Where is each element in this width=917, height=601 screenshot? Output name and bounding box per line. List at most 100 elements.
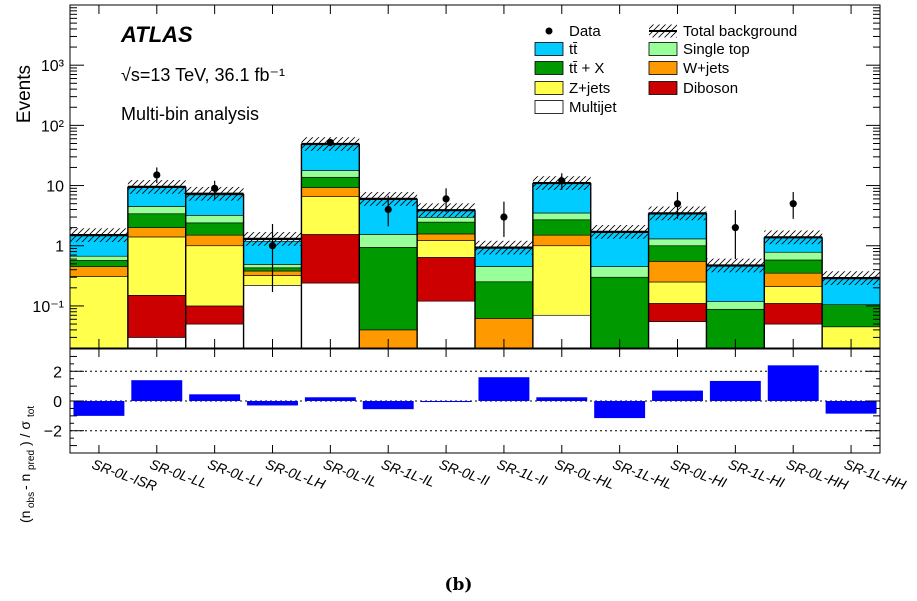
stack-segment-z-jets [416,240,476,258]
region-label: SR-1L-II [495,456,550,489]
stack-segment-z-jets [69,276,129,349]
legend-data-marker [545,27,553,35]
significance-bar [478,377,530,401]
region-label: SR-0L-II [437,456,492,489]
legend-swatch [648,81,678,95]
svg-text:- n: - n [17,474,33,490]
stack-segment-single-top [532,212,592,221]
region-label: SR-0L-LL [148,456,210,492]
significance-bar [767,365,819,401]
data-point [384,205,392,214]
legend-label: Total background [683,23,797,40]
legend-label: tt̄ [569,41,578,58]
significance-bar [189,394,241,401]
legend-label: Multijet [569,99,617,116]
stack-segment-z-jets [648,281,707,304]
data-point [442,195,450,203]
stack-segment-diboson [301,234,360,284]
stack-segment-tt-x [532,219,592,236]
stack-segment-multijet [301,282,360,349]
stack-segment-w-jets [127,227,187,238]
data-points [153,138,797,293]
y-tick-label: 10² [41,118,65,135]
legend-swatch [534,42,564,56]
stack-segment-w-jets [532,234,592,247]
stack-segment-diboson [763,303,823,325]
legend-label: Single top [683,41,750,58]
region-label: SR-0L-HH [784,456,851,493]
stack-segment-single-top [474,266,534,283]
analysis-label: Multi-bin analysis [121,104,259,124]
data-point [211,184,219,192]
stack-segment-tt-x [301,176,360,188]
region-label: SR-0L-LI [206,456,264,490]
significance-bar [247,401,298,406]
stack-segment-single-top [706,301,765,310]
stack-segment-single-top [590,266,649,278]
lower-y-axis: −2 0 2 [44,355,880,447]
stack-segment-w-jets [301,187,360,197]
stack-segment-z-jets [763,286,823,304]
significance-bar [709,380,761,401]
significance-bar [594,401,646,419]
stack-segment-tt-x [127,213,187,228]
figure-caption: (b) [444,575,473,595]
y-tick-label: 0 [53,394,62,411]
lower-x-ticks [98,349,852,453]
stack-segment-tt-x [648,245,707,262]
stack-segment-single-top [416,216,476,223]
legend-swatch [534,61,564,75]
stack-segment-single-top [763,251,823,261]
stack-segment-single-top [358,234,418,248]
atlas-label: ATLAS [120,22,193,47]
data-point [673,200,682,208]
y-tick-label: −2 [44,424,62,441]
significance-bar [420,401,472,403]
upper-y-axis: 10⁻¹ 1 10 10² 10³ [32,7,880,349]
y-tick-label: 10 [46,179,64,196]
region-label: SR-1L-HL [611,456,675,492]
data-point [268,242,277,250]
y-tick-label: 1 [55,239,64,256]
data-point [153,171,161,179]
stack-segment-single-top [69,255,129,261]
legend-swatch [534,100,564,114]
region-label: SR-0L-LH [263,456,328,493]
region-label: SR-0L-HI [668,456,728,491]
legend-swatch [648,42,678,56]
stack-segment-tt-x [358,247,418,331]
significance-bar [825,401,877,414]
y-tick-label: 2 [53,364,62,381]
stack-segment-w-jets [416,233,476,241]
stack-segment-diboson [185,305,244,325]
stack-segment-tt-x [763,259,823,274]
region-label: SR-1L-HH [842,456,909,493]
y-tick-label: 10⁻¹ [32,299,64,316]
svg-text:pred: pred [26,450,37,470]
svg-text:tot: tot [26,406,37,417]
stack-segment-diboson [648,303,707,322]
significance-axis-title: (n obs - n pred ) / σ tot [17,406,37,523]
stack-segment-tt-x [416,221,476,235]
stack-segment-tt-x [69,260,129,267]
significance-bars [73,365,877,419]
stack-segment-w-jets [763,272,823,287]
region-label: SR-1L-IL [379,456,437,490]
stack-segment-z-jets [532,245,592,316]
stack-segment-w-jets [648,261,707,283]
svg-text:obs: obs [26,492,37,508]
significance-bar [131,380,183,401]
stack-segment-w-jets [185,234,244,247]
stack-segment-tt-x [821,304,881,328]
stack-segment-w-jets [69,266,129,277]
svg-text:) / σ: ) / σ [17,421,33,446]
energy-lumi-label: √s=13 TeV, 36.1 fb⁻¹ [121,65,285,85]
legend-label: tt̄ + X [569,60,604,77]
y-axis-title: Events [14,65,35,123]
region-label: SR-1L-HI [726,456,786,491]
stack-segment-diboson [416,257,476,302]
stack-segment-multijet [243,285,302,349]
significance-bar [73,401,125,416]
